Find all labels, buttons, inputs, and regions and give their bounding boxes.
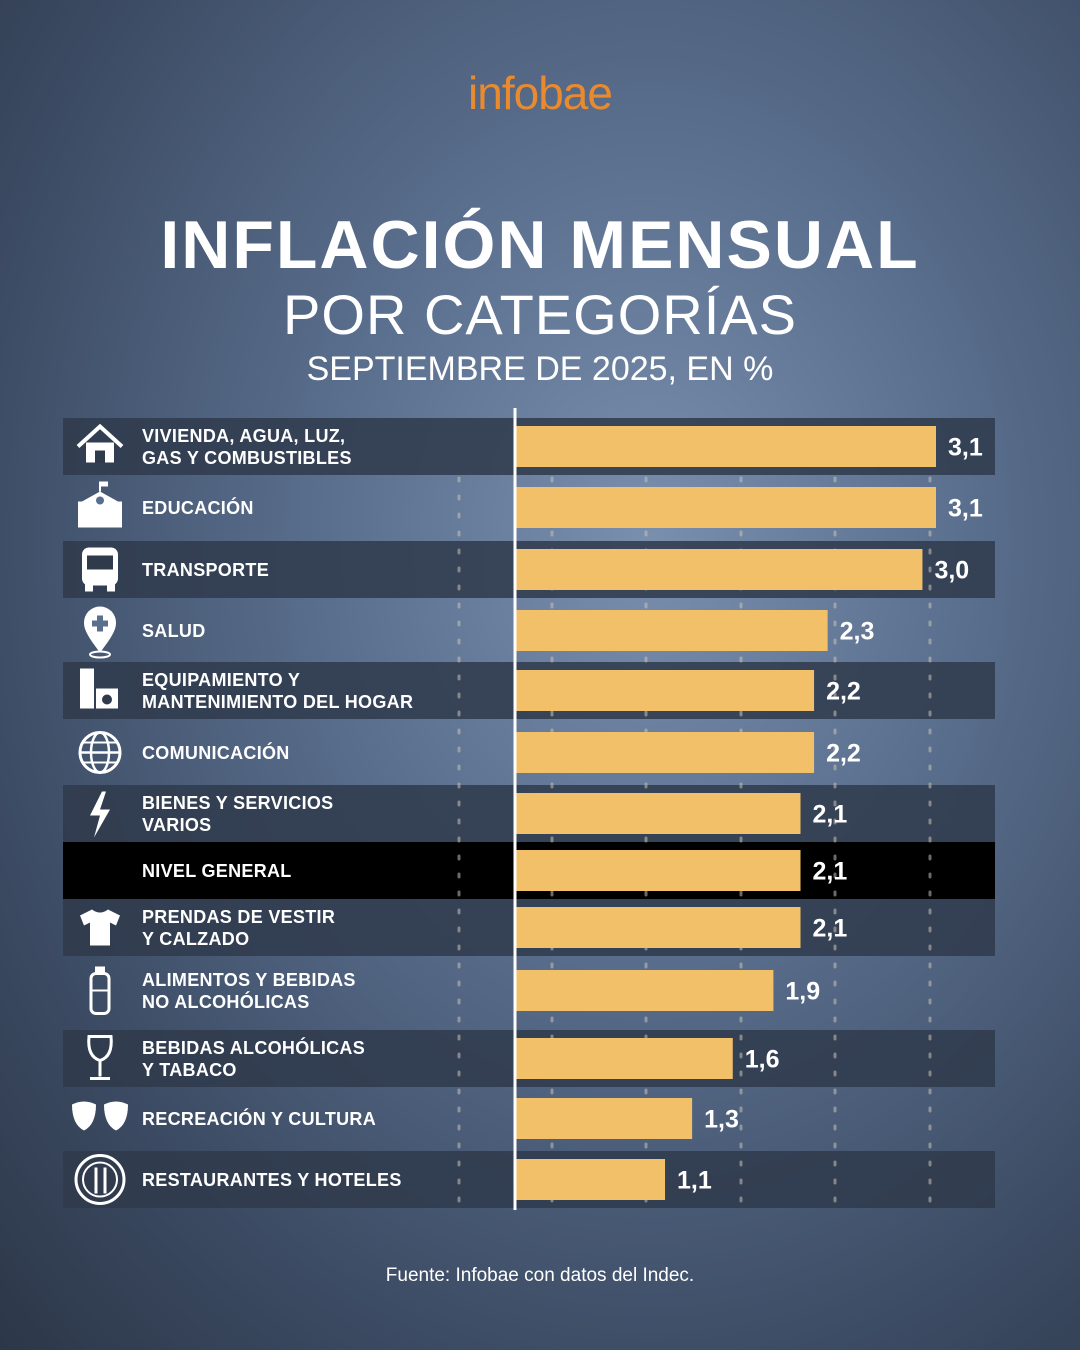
category-label: RESTAURANTES Y HOTELES bbox=[142, 1169, 402, 1191]
bar bbox=[516, 549, 923, 590]
bar bbox=[516, 1159, 666, 1200]
health-pin-icon bbox=[84, 606, 116, 659]
bar bbox=[516, 850, 801, 891]
chart-title: INFLACIÓN MENSUAL bbox=[160, 207, 920, 283]
value-label: 3,1 bbox=[948, 434, 983, 462]
category-label-line: SALUD bbox=[142, 620, 206, 641]
bar bbox=[516, 487, 936, 528]
appliances-icon bbox=[80, 668, 118, 709]
category-label-line: VARIOS bbox=[142, 814, 212, 835]
category-label-line: EQUIPAMIENTO Y bbox=[142, 669, 301, 690]
source-note: Fuente: Infobae con datos del Indec. bbox=[385, 1265, 695, 1286]
category-label: TRANSPORTE bbox=[142, 559, 269, 581]
bar bbox=[516, 670, 815, 711]
bar bbox=[516, 1098, 693, 1139]
value-label: 3,1 bbox=[948, 495, 983, 523]
lightning-icon bbox=[90, 791, 110, 838]
value-label: 1,9 bbox=[785, 978, 820, 1006]
value-label: 2,1 bbox=[813, 915, 848, 943]
category-label-line: RECREACIÓN Y CULTURA bbox=[142, 1108, 377, 1129]
value-label: 2,2 bbox=[826, 678, 861, 706]
bus-icon bbox=[82, 547, 118, 592]
category-label: PRENDAS DE VESTIR Y CALZADO bbox=[142, 906, 335, 950]
theater-masks-icon bbox=[72, 1101, 128, 1131]
category-label: ALIMENTOS Y BEBIDAS NO ALCOHÓLICAS bbox=[142, 969, 356, 1013]
value-label: 1,6 bbox=[745, 1046, 780, 1074]
bar bbox=[516, 610, 828, 651]
category-label-line: MANTENIMIENTO DEL HOGAR bbox=[142, 691, 414, 712]
category-label-line: NIVEL GENERAL bbox=[142, 860, 292, 881]
category-label: EDUCACIÓN bbox=[142, 497, 254, 519]
bar bbox=[516, 732, 815, 773]
category-label: VIVIENDA, AGUA, LUZ, GAS Y COMBUSTIBLES bbox=[142, 425, 352, 469]
category-label-line: NO ALCOHÓLICAS bbox=[142, 991, 310, 1012]
infobae-logo: infobae bbox=[468, 67, 613, 119]
bar bbox=[516, 970, 774, 1011]
value-label: 2,3 bbox=[840, 618, 875, 646]
bar bbox=[516, 426, 936, 467]
category-label-line: Y TABACO bbox=[142, 1059, 237, 1080]
category-label-line: EDUCACIÓN bbox=[142, 497, 254, 518]
category-label-line: GAS Y COMBUSTIBLES bbox=[142, 447, 352, 468]
category-label: NIVEL GENERAL bbox=[142, 860, 292, 882]
school-icon bbox=[78, 481, 122, 528]
tshirt-icon bbox=[80, 909, 120, 946]
value-label: 2,1 bbox=[813, 801, 848, 829]
category-label-line: TRANSPORTE bbox=[142, 559, 270, 580]
wine-glass-icon bbox=[87, 1035, 113, 1080]
category-label: SALUD bbox=[142, 620, 206, 642]
category-label-line: BEBIDAS ALCOHÓLICAS bbox=[142, 1037, 366, 1058]
value-label: 2,1 bbox=[813, 858, 848, 886]
category-label: COMUNICACIÓN bbox=[142, 742, 290, 764]
category-label: RECREACIÓN Y CULTURA bbox=[142, 1108, 376, 1130]
category-label-line: PRENDAS DE VESTIR bbox=[142, 906, 336, 927]
chart-period: SEPTIEMBRE DE 2025, EN % bbox=[306, 350, 774, 388]
category-label-line: Y CALZADO bbox=[142, 928, 250, 949]
house-icon bbox=[76, 423, 124, 463]
category-label: BIENES Y SERVICIOS VARIOS bbox=[142, 792, 333, 836]
category-label-line: RESTAURANTES Y HOTELES bbox=[142, 1169, 402, 1190]
value-label: 2,2 bbox=[826, 740, 861, 768]
value-label: 3,0 bbox=[934, 557, 969, 585]
cutlery-icon bbox=[74, 1154, 126, 1205]
chart-subtitle: POR CATEGORÍAS bbox=[283, 283, 797, 346]
value-label: 1,1 bbox=[677, 1167, 712, 1195]
category-label: EQUIPAMIENTO Y MANTENIMIENTO DEL HOGAR bbox=[142, 669, 413, 713]
bar bbox=[516, 1038, 733, 1079]
category-label-line: BIENES Y SERVICIOS bbox=[142, 792, 334, 813]
globe-icon bbox=[78, 731, 122, 774]
category-label-line: COMUNICACIÓN bbox=[142, 742, 290, 763]
bar bbox=[516, 907, 801, 948]
category-label-line: ALIMENTOS Y BEBIDAS bbox=[142, 969, 356, 990]
value-label: 1,3 bbox=[704, 1106, 739, 1134]
category-label: BEBIDAS ALCOHÓLICAS Y TABACO bbox=[142, 1037, 365, 1081]
category-label-line: VIVIENDA, AGUA, LUZ, bbox=[142, 425, 346, 446]
bottle-icon bbox=[89, 966, 111, 1015]
bar bbox=[516, 793, 801, 834]
